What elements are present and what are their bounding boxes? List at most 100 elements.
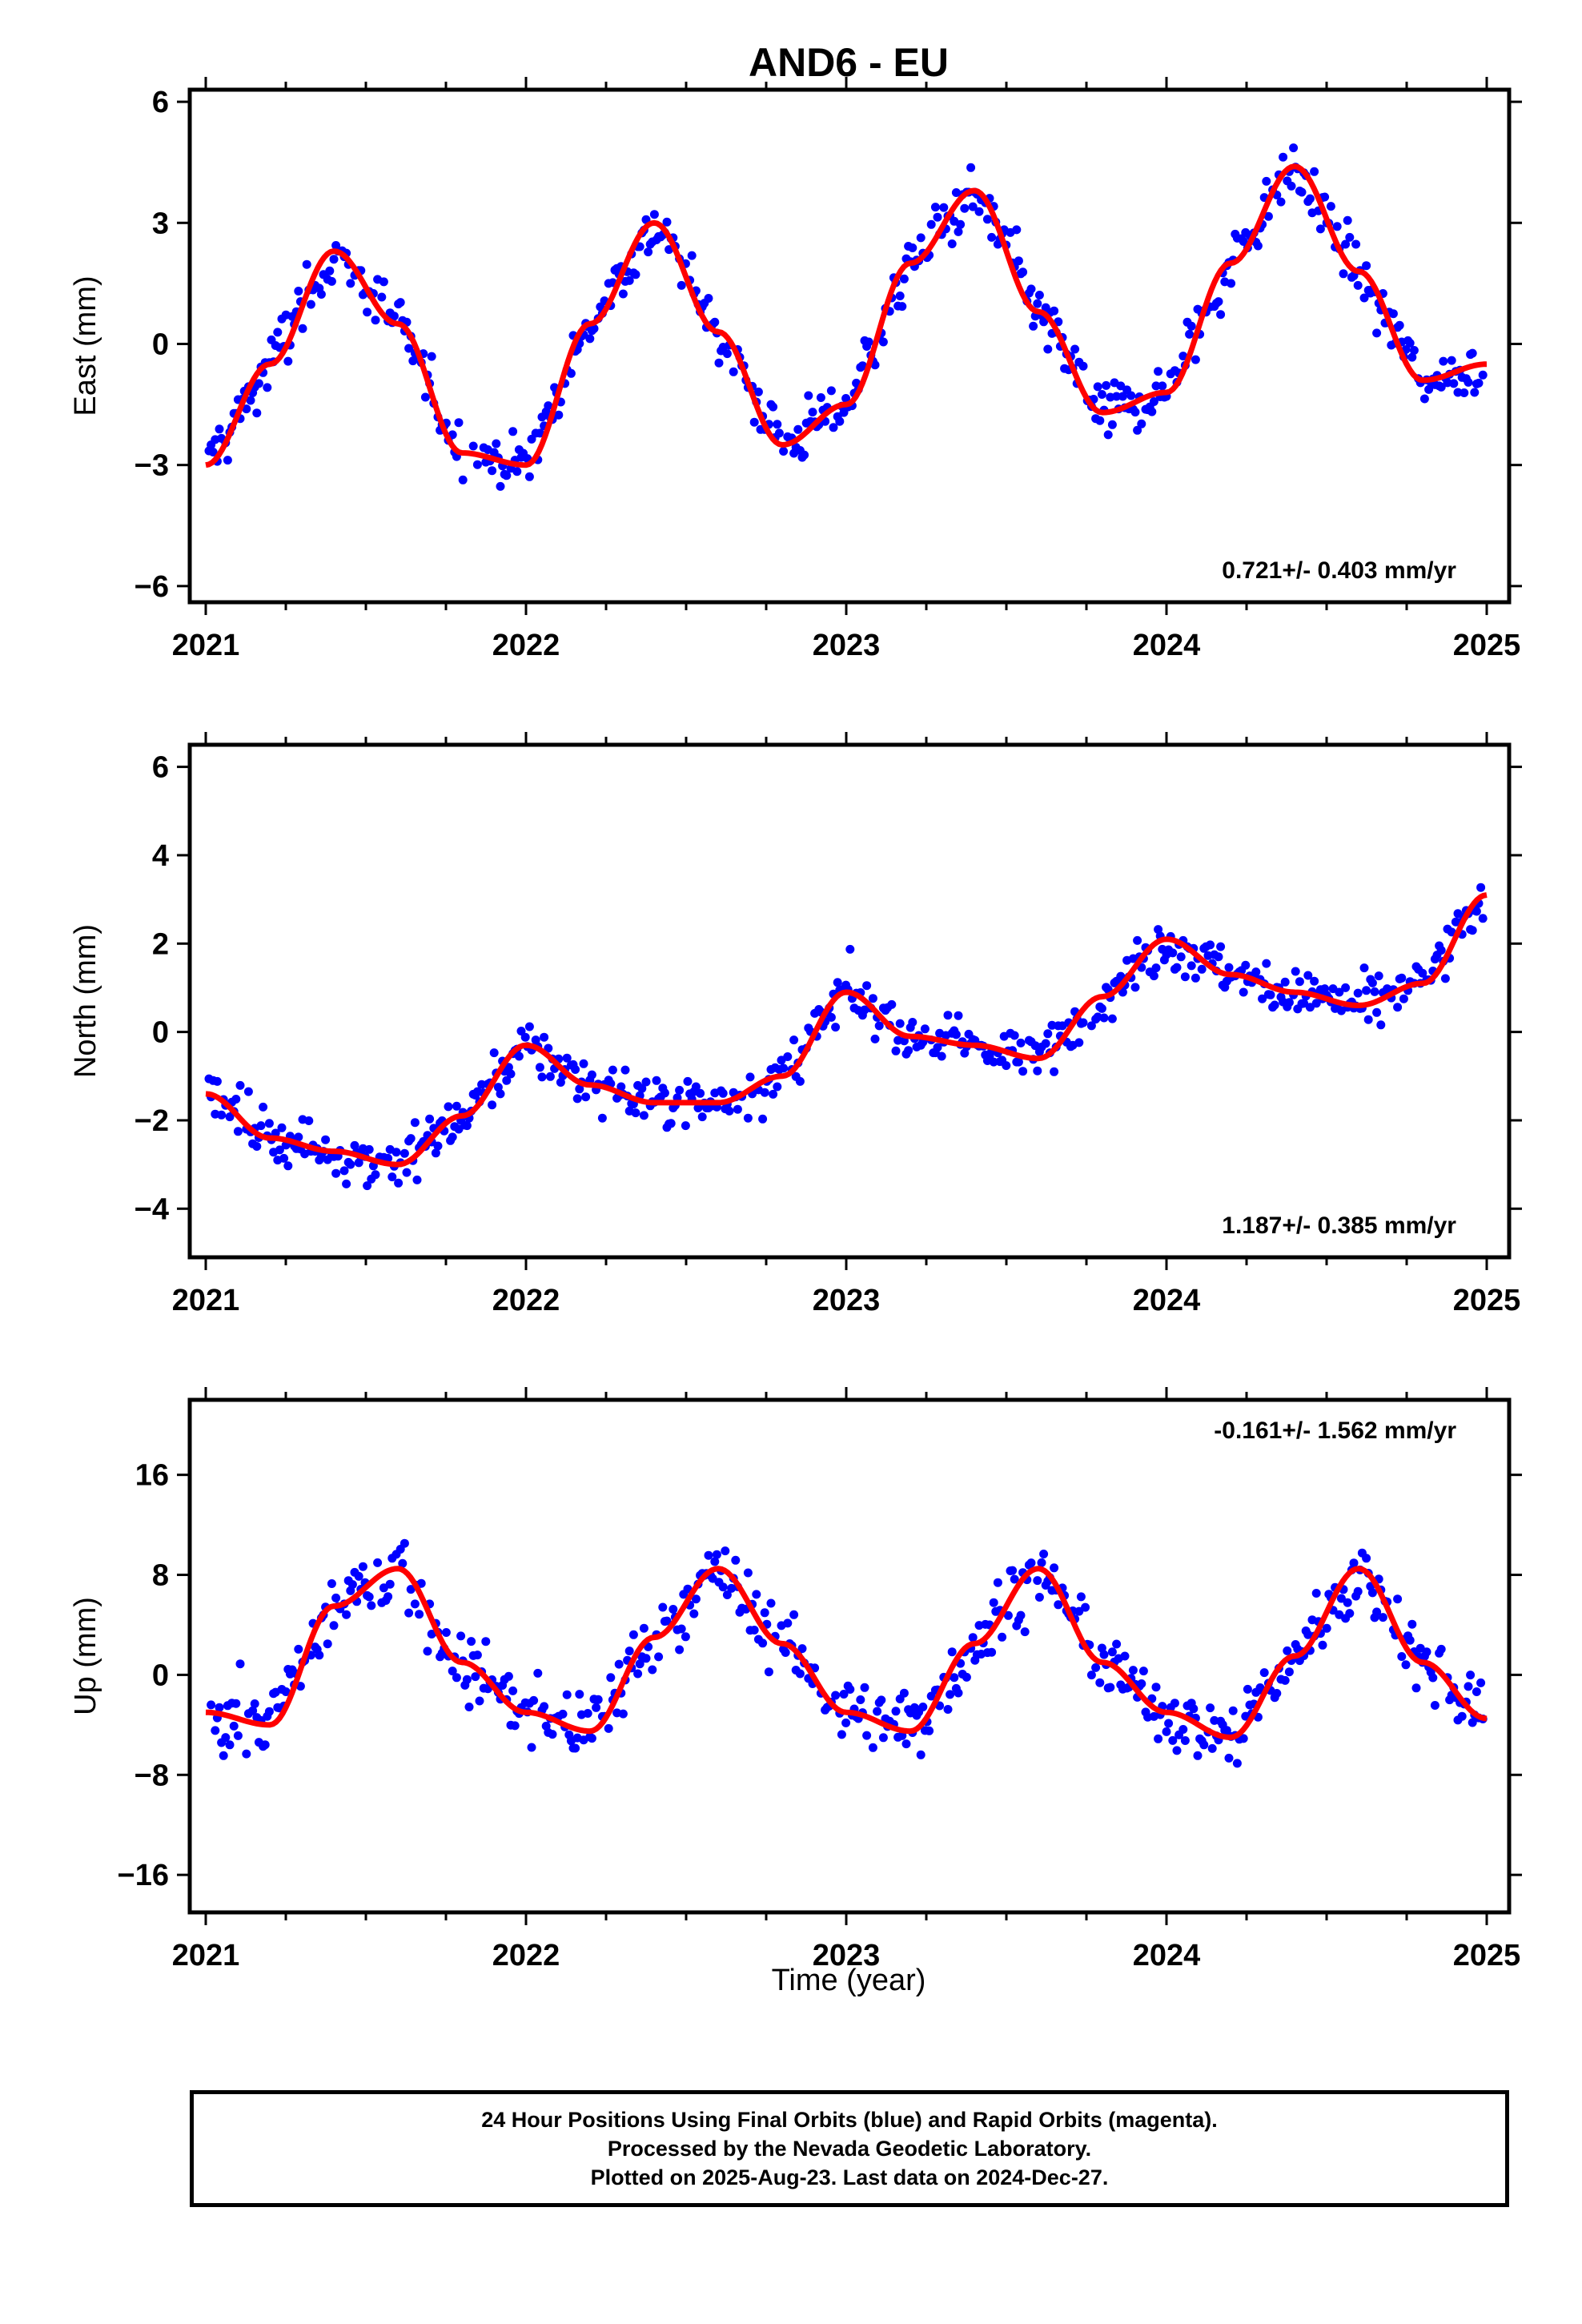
data-point [974, 207, 984, 216]
x-tick-label: 2022 [492, 1939, 560, 1972]
data-point [571, 1065, 580, 1074]
data-point [1409, 346, 1419, 355]
data-point [624, 275, 634, 285]
data-point [639, 1623, 648, 1633]
data-point [1407, 352, 1417, 362]
data-point [745, 1072, 755, 1082]
data-point [1311, 999, 1321, 1008]
data-point [1033, 299, 1042, 308]
data-point [1070, 344, 1080, 354]
data-point [1263, 211, 1273, 221]
data-point [633, 1669, 643, 1679]
data-point [1276, 197, 1286, 207]
data-point [1353, 988, 1363, 998]
data-point [1405, 339, 1415, 348]
data-point [1287, 181, 1296, 191]
y-tick-label: 0 [152, 1659, 169, 1692]
data-point [264, 1119, 274, 1128]
data-point [752, 1590, 761, 1599]
data-point [325, 266, 335, 275]
data-point [502, 1076, 512, 1085]
data-point [960, 1048, 970, 1058]
data-point [331, 1593, 341, 1602]
data-point [1033, 1066, 1042, 1076]
data-point [1315, 224, 1325, 234]
data-point [1457, 1711, 1467, 1721]
data-point [294, 1132, 303, 1142]
data-point [329, 255, 339, 264]
data-point [908, 1018, 917, 1027]
data-point [1154, 367, 1163, 376]
x-tick-label: 2023 [813, 1284, 881, 1317]
data-point [826, 386, 836, 396]
data-point [1262, 959, 1271, 968]
data-point [385, 1579, 395, 1589]
data-point [677, 280, 686, 290]
data-point [215, 424, 224, 434]
data-point [379, 277, 388, 287]
x-tick-label: 2023 [813, 629, 881, 662]
data-point [631, 270, 640, 279]
data-point [1020, 1627, 1030, 1637]
data-point [233, 1127, 243, 1136]
data-point [987, 1647, 997, 1657]
y-tick-label: 2 [152, 927, 169, 961]
data-point [1097, 1003, 1106, 1013]
data-point [878, 1733, 888, 1743]
data-point [783, 1052, 793, 1061]
data-point [347, 1580, 357, 1590]
data-point [800, 450, 809, 460]
data-point [1206, 940, 1215, 950]
data-point [1464, 1682, 1473, 1691]
data-point [283, 356, 293, 366]
data-point [897, 302, 907, 312]
data-point [508, 1686, 518, 1695]
data-point [377, 292, 387, 302]
data-point [895, 292, 905, 300]
data-point [733, 1104, 742, 1114]
data-point [527, 1743, 536, 1752]
data-point [1419, 394, 1429, 404]
data-point [562, 1690, 572, 1699]
y-tick-label: −16 [118, 1859, 169, 1892]
data-point [1130, 983, 1140, 992]
data-point [1214, 297, 1223, 307]
data-point [904, 1046, 913, 1055]
data-point [1436, 1644, 1446, 1654]
data-point [387, 1172, 397, 1182]
data-point [841, 1718, 851, 1727]
caption-line: 24 Hour Positions Using Final Orbits (bl… [481, 2108, 1218, 2132]
data-point [1158, 381, 1167, 391]
data-point [1162, 1727, 1171, 1736]
data-point [263, 383, 272, 392]
data-point [260, 1740, 270, 1750]
data-point [833, 978, 842, 987]
data-point [943, 1705, 953, 1714]
data-point [587, 1734, 596, 1743]
data-point [1107, 1647, 1117, 1657]
data-point [899, 1688, 909, 1698]
data-point [1014, 1057, 1023, 1067]
data-point [760, 1608, 769, 1618]
x-tick-label: 2024 [1133, 1939, 1201, 1972]
data-point [648, 1665, 657, 1675]
data-point [1074, 1038, 1084, 1047]
data-point [492, 439, 501, 448]
data-point [868, 1743, 877, 1752]
data-point [1176, 952, 1186, 962]
data-point [1291, 967, 1300, 976]
data-point [1362, 261, 1371, 271]
data-point [789, 1610, 799, 1619]
data-point [398, 1558, 408, 1568]
data-point [1284, 998, 1294, 1007]
data-point [710, 317, 720, 327]
data-point [683, 1584, 693, 1594]
data-point [256, 1121, 266, 1131]
data-point [1014, 256, 1023, 266]
data-point [606, 1673, 616, 1683]
data-point [264, 1707, 274, 1716]
data-point [1295, 977, 1304, 987]
data-point [1407, 1619, 1417, 1629]
data-point [575, 1084, 584, 1094]
data-point [1336, 1594, 1346, 1603]
